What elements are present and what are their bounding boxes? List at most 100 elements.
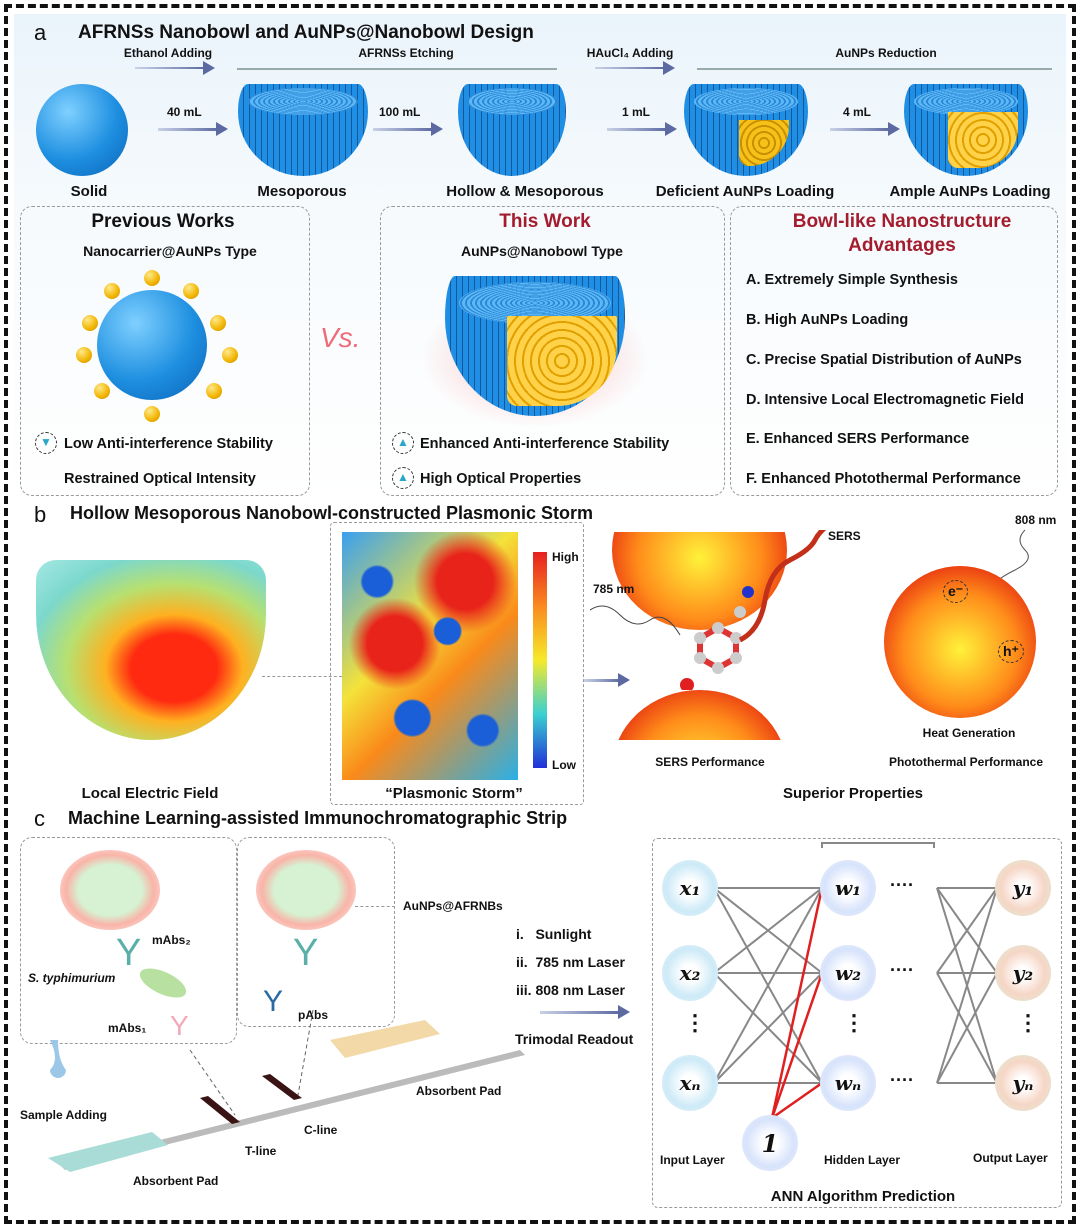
step-label: AuNPs Reduction [835, 46, 937, 60]
trimodal-label: Trimodal Readout [515, 1031, 634, 1047]
this-work-note: Enhanced Anti-interference Stability [420, 436, 670, 452]
advantage-item: E. Enhanced SERS Performance [746, 431, 970, 447]
stage-label: Ample AuNPs Loading [889, 183, 1051, 200]
hidden-layer-label: Hidden Layer [824, 1153, 901, 1167]
plasmonic-storm-box [330, 522, 584, 805]
c-line-label: C-line [304, 1123, 338, 1137]
mabs1-antibody-icon: Y [170, 1010, 189, 1041]
step-label: Ethanol Adding [123, 46, 213, 60]
step-label: HAuCl₄ Adding [586, 46, 674, 60]
panel-a-title: AFRNSs Nanobowl and AuNPs@Nanobowl Desig… [78, 22, 534, 43]
aunp [144, 270, 160, 286]
probe-nanobowl [256, 850, 356, 930]
field-map [342, 532, 518, 780]
this-work-note: High Optical Properties [420, 471, 582, 487]
photothermal-performance-label: Photothermal Performance [888, 755, 1044, 769]
previous-works-box [20, 206, 310, 496]
t-line-label: T-line [245, 1144, 277, 1158]
panel-c-letter: c [34, 806, 45, 831]
solid-sphere [36, 84, 128, 176]
antibody-icon: Y [293, 932, 319, 974]
colorbar-low: Low [552, 758, 576, 772]
figure-border [4, 4, 1076, 1224]
advantages-title: Bowl-like Nanostructure [792, 211, 1012, 232]
ann-connections [713, 842, 998, 1120]
aunp [210, 315, 226, 331]
stage-label: Deficient AuNPs Loading [655, 183, 835, 200]
previous-note: Restrained Optical Intensity [64, 471, 256, 487]
ann-caption: ANN Algorithm Prediction [770, 1188, 956, 1205]
thumbs-down-icon: ▼ [35, 432, 57, 454]
this-work-box [380, 206, 725, 496]
previous-note: Low Anti-interference Stability [64, 436, 273, 452]
panel-b-letter: b [34, 502, 47, 527]
panel-b-title: Hollow Mesoporous Nanobowl-constructed P… [70, 503, 594, 523]
output-node: y₂ [995, 945, 1051, 1001]
aunps-nanobowl [445, 276, 625, 416]
aunp [206, 383, 222, 399]
volume-label: 100 mL [379, 105, 421, 119]
process-arrow [158, 122, 228, 136]
probe-nanobowl [60, 850, 160, 930]
advantages-box [730, 206, 1058, 496]
aunp [183, 283, 199, 299]
plasmonic-storm-label: “Plasmonic Storm” [385, 785, 523, 802]
aunp [222, 347, 238, 363]
process-arrow [373, 122, 443, 136]
input-node: x₁ [662, 860, 718, 916]
readout-item: i. Sunlight [516, 926, 592, 942]
advantage-item: B. High AuNPs Loading [746, 312, 909, 328]
volume-label: 40 mL [167, 105, 202, 119]
dotted-arrow [595, 61, 675, 75]
laser-785-label: 785 nm [593, 582, 635, 596]
probe-label: AuNPs@AFRNBs [403, 899, 503, 913]
process-arrow [607, 122, 677, 136]
advantage-item: A. Extremely Simple Synthesis [746, 272, 958, 288]
volume-label: 4 mL [843, 105, 872, 119]
heat-generation-label: Heat Generation [922, 726, 1016, 740]
aunp [76, 347, 92, 363]
raman-molecule-icon [590, 530, 827, 690]
local-field-label: Local Electric Field [81, 785, 219, 802]
thumbs-up-icon: ▲ [392, 467, 414, 489]
superior-properties-label: Superior Properties [782, 785, 924, 802]
mabs1-label: mAbs₁ [108, 1021, 147, 1035]
connector-line [262, 676, 342, 677]
laser-808-label: 808 nm [1015, 513, 1057, 527]
absorbent-pad-label: Absorbent Pad [416, 1084, 502, 1098]
dotted-arrow [135, 61, 215, 75]
pabs-antibody-icon: Y [263, 985, 284, 1018]
advantage-item: C. Precise Spatial Distribution of AuNPs [746, 352, 1022, 368]
this-work-subtitle: AuNPs@Nanobowl Type [461, 243, 623, 259]
ellipsis: ⋮ [684, 1010, 706, 1035]
previous-works-subtitle: Nanocarrier@AuNPs Type [83, 243, 257, 259]
ann-box [652, 838, 1062, 1208]
aunp [144, 406, 160, 422]
process-arrow [540, 1005, 630, 1019]
ellipsis: ⋮ [1017, 1010, 1039, 1035]
colorbar [533, 552, 547, 768]
sers-performance-label: SERS Performance [655, 755, 765, 769]
input-node: x₂ [662, 945, 718, 1001]
ellipsis: ⋮ [843, 1010, 865, 1035]
hole-label: h⁺ [998, 640, 1024, 663]
this-work-title: This Work [499, 211, 591, 232]
hidden-ellipsis: ···· [890, 960, 914, 980]
nanocarrier-sphere [97, 290, 207, 400]
t-line-detail-box [20, 837, 237, 1044]
output-node: yₙ [995, 1055, 1051, 1111]
panel-a-letter: a [34, 20, 47, 45]
versus-label: Vs. [320, 322, 361, 353]
aunp [104, 283, 120, 299]
advantages-title: Advantages [848, 235, 956, 256]
hidden-node: w₂ [820, 945, 876, 1001]
input-layer-label: Input Layer [660, 1153, 725, 1167]
sample-adding-label: Sample Adding [20, 1108, 107, 1122]
bacteria-label: S. typhimurium [28, 971, 116, 985]
step-label: AFRNSs Etching [358, 46, 454, 60]
colorbar-high: High [552, 550, 579, 564]
absorbent-pad-label: Absorbent Pad [133, 1174, 219, 1188]
volume-label: 1 mL [622, 105, 651, 119]
output-node: y₁ [995, 860, 1051, 916]
output-layer-label: Output Layer [973, 1151, 1048, 1165]
